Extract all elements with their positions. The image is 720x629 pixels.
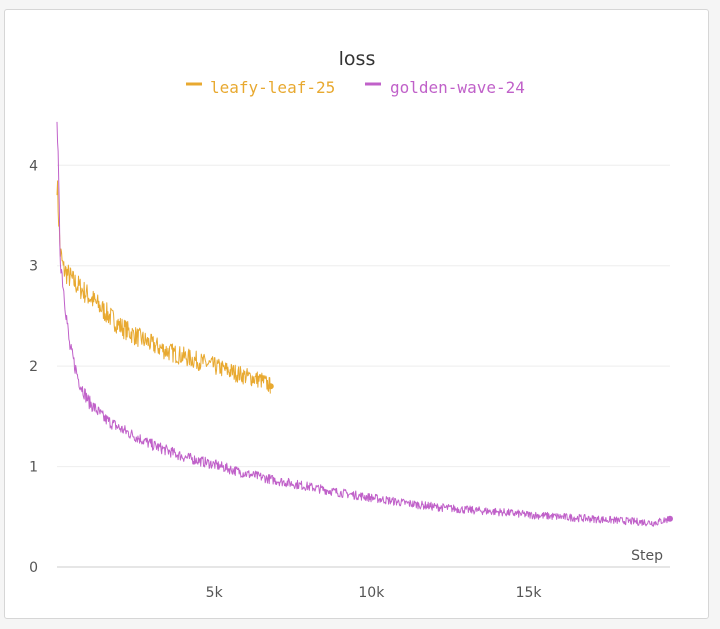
x-axis: 5k 10k 15k [57, 566, 670, 601]
y-tick-label: 1 [29, 460, 38, 476]
x-axis-label: Step [631, 548, 663, 564]
chart-panel [4, 9, 709, 619]
grid [57, 164, 670, 468]
y-tick-label: 4 [29, 158, 38, 174]
legend-label: leafy-leaf-25 [210, 78, 335, 97]
plot-area [56, 121, 673, 527]
y-axis: 0 1 2 3 4 [29, 158, 38, 576]
x-tick-label: 10k [358, 585, 385, 601]
series-end-point [667, 515, 673, 522]
x-tick-label: 5k [206, 585, 224, 601]
legend-label: golden-wave-24 [390, 78, 525, 97]
series-line-leafy-leaf-25 [56, 180, 271, 394]
x-tick-label: 15k [516, 585, 543, 601]
y-tick-label: 3 [29, 259, 38, 275]
series-end-point [267, 383, 274, 390]
series-line-golden-wave-24 [56, 121, 671, 527]
chart-title: loss [339, 48, 376, 70]
legend: leafy-leaf-25 golden-wave-24 [186, 78, 525, 97]
y-tick-label: 0 [29, 560, 38, 576]
y-tick-label: 2 [29, 359, 38, 375]
